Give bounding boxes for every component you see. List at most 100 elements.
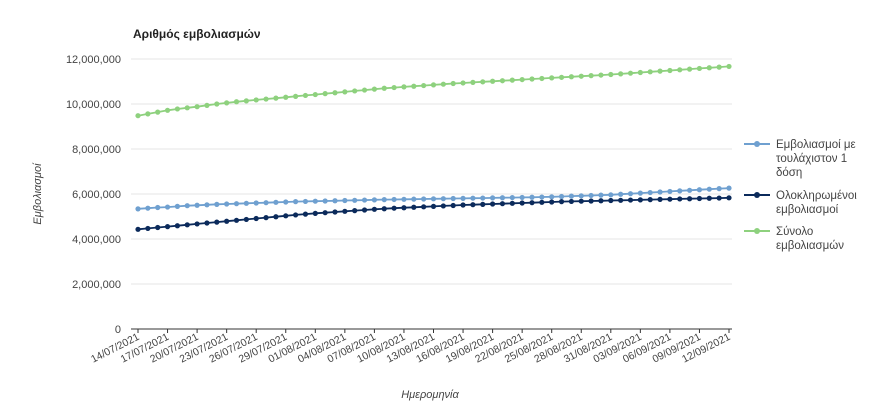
data-point[interactable] <box>677 188 683 194</box>
data-point[interactable] <box>322 91 328 97</box>
data-point[interactable] <box>273 199 279 205</box>
data-point[interactable] <box>460 195 466 201</box>
data-point[interactable] <box>490 195 496 201</box>
data-point[interactable] <box>667 196 673 202</box>
data-point[interactable] <box>706 186 712 192</box>
data-point[interactable] <box>135 113 141 119</box>
data-point[interactable] <box>549 75 555 81</box>
data-point[interactable] <box>687 66 693 72</box>
data-point[interactable] <box>696 65 703 72</box>
data-point[interactable] <box>214 101 220 107</box>
data-point[interactable] <box>224 218 230 224</box>
data-point[interactable] <box>440 81 446 87</box>
data-point[interactable] <box>263 96 269 102</box>
data-point[interactable] <box>677 67 683 73</box>
data-point[interactable] <box>361 207 368 213</box>
data-point[interactable] <box>450 202 456 209</box>
data-point[interactable] <box>401 205 407 211</box>
legend[interactable]: Εμβολιασμοί με τουλάχιστον 1 δόση Ολοκληρωμ… <box>744 139 857 252</box>
data-point[interactable] <box>322 210 328 216</box>
data-point[interactable] <box>332 209 338 215</box>
data-point[interactable] <box>598 198 604 204</box>
data-point[interactable] <box>667 67 673 74</box>
data-point[interactable] <box>135 226 141 232</box>
legend-item-2[interactable]: Ολοκληρωμένοι εμβολιασμοί <box>744 190 857 216</box>
data-point[interactable] <box>519 76 525 83</box>
data-point[interactable] <box>145 111 151 117</box>
data-point[interactable] <box>184 203 190 209</box>
data-point[interactable] <box>627 191 634 197</box>
data-point[interactable] <box>480 195 486 201</box>
data-point[interactable] <box>716 186 722 192</box>
data-point[interactable] <box>401 84 407 90</box>
data-point[interactable] <box>706 65 712 71</box>
data-point[interactable] <box>391 205 397 211</box>
data-point[interactable] <box>391 84 397 91</box>
data-point[interactable] <box>401 196 407 202</box>
data-point[interactable] <box>322 198 328 204</box>
data-point[interactable] <box>371 197 377 203</box>
data-point[interactable] <box>627 70 634 76</box>
data-point[interactable] <box>224 100 230 106</box>
data-point[interactable] <box>421 204 427 210</box>
data-point[interactable] <box>164 204 171 210</box>
data-point[interactable] <box>637 190 643 196</box>
data-point[interactable] <box>549 194 555 200</box>
data-point[interactable] <box>352 197 358 203</box>
data-point[interactable] <box>381 206 387 212</box>
data-point[interactable] <box>578 198 584 204</box>
data-point[interactable] <box>539 194 545 200</box>
data-point[interactable] <box>293 212 299 218</box>
data-point[interactable] <box>155 109 161 115</box>
data-point[interactable] <box>283 199 289 205</box>
data-point[interactable] <box>243 216 249 223</box>
data-point[interactable] <box>293 199 299 205</box>
data-point[interactable] <box>627 197 634 203</box>
data-point[interactable] <box>233 217 240 223</box>
data-point[interactable] <box>204 220 210 226</box>
data-point[interactable] <box>214 201 220 207</box>
data-point[interactable] <box>440 196 446 202</box>
data-point[interactable] <box>588 198 594 204</box>
data-point[interactable] <box>253 200 259 206</box>
data-point[interactable] <box>312 210 318 216</box>
data-point[interactable] <box>657 68 663 74</box>
data-point[interactable] <box>450 195 456 202</box>
data-point[interactable] <box>421 82 427 89</box>
data-point[interactable] <box>608 197 614 204</box>
data-point[interactable] <box>608 71 614 78</box>
data-point[interactable] <box>342 197 348 204</box>
data-point[interactable] <box>706 195 712 201</box>
data-point[interactable] <box>194 202 200 208</box>
data-point[interactable] <box>637 197 643 203</box>
data-point[interactable] <box>283 213 289 219</box>
data-point[interactable] <box>421 196 427 202</box>
data-point[interactable] <box>342 208 348 214</box>
data-point[interactable] <box>529 200 535 206</box>
data-point[interactable] <box>430 196 437 202</box>
data-point[interactable] <box>558 199 565 205</box>
data-point[interactable] <box>529 76 535 82</box>
data-point[interactable] <box>174 106 180 112</box>
data-point[interactable] <box>450 80 456 87</box>
data-point[interactable] <box>243 98 249 104</box>
data-point[interactable] <box>342 89 348 95</box>
data-point[interactable] <box>302 211 309 217</box>
data-point[interactable] <box>135 206 141 212</box>
data-point[interactable] <box>716 195 722 201</box>
data-point[interactable] <box>381 85 387 91</box>
data-point[interactable] <box>687 196 693 202</box>
data-point[interactable] <box>549 199 555 205</box>
data-point[interactable] <box>273 95 279 101</box>
data-point[interactable] <box>361 197 368 203</box>
data-point[interactable] <box>499 201 506 207</box>
data-point[interactable] <box>726 195 732 201</box>
data-point[interactable] <box>184 105 190 111</box>
data-point[interactable] <box>726 185 732 191</box>
data-point[interactable] <box>568 74 575 80</box>
data-point[interactable] <box>480 79 486 85</box>
data-point[interactable] <box>371 86 377 92</box>
data-point[interactable] <box>519 200 525 206</box>
data-point[interactable] <box>145 225 151 232</box>
data-point[interactable] <box>687 187 693 193</box>
